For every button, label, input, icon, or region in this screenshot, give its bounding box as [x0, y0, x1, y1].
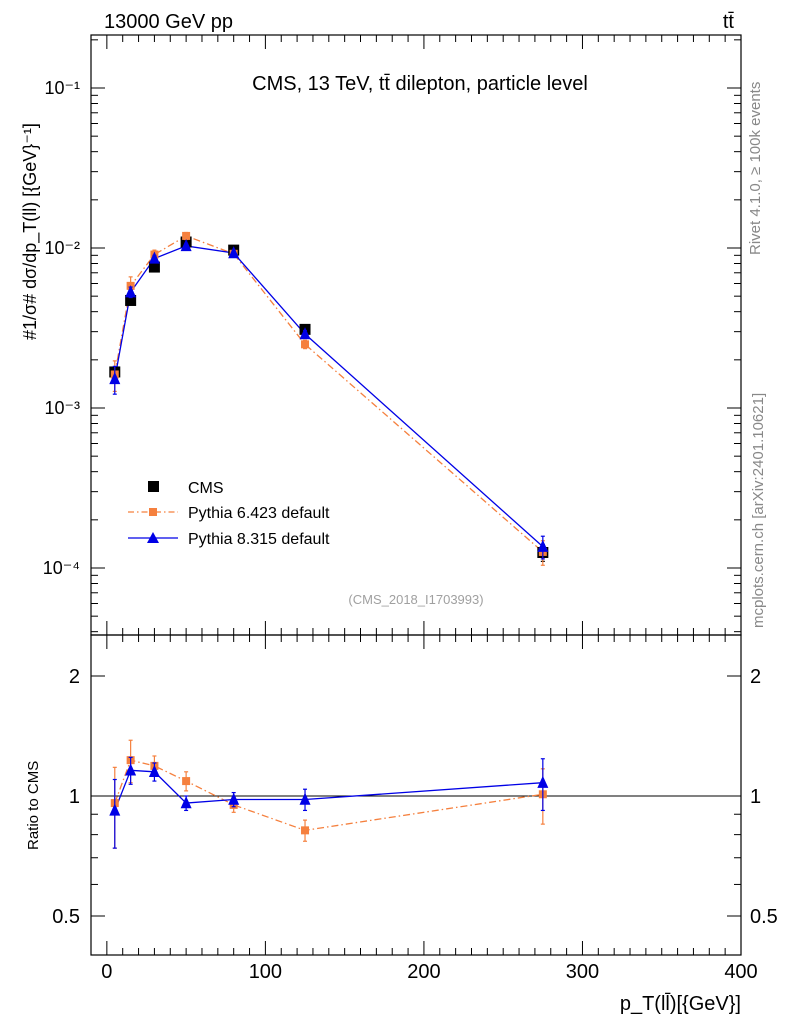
chart-title: CMS, 13 TeV, tt̄ dilepton, particle leve…: [252, 73, 588, 95]
ratio-point-pythia8: [228, 792, 240, 805]
ratio-y-tick-label: 2: [69, 666, 80, 688]
data-point-cms: [148, 261, 160, 273]
main-y-tick-labels: 10⁻⁴ 10⁻³ 10⁻² 10⁻¹: [43, 78, 80, 578]
ratio-plot-ticks: [90, 635, 742, 955]
ratio-y-tick-labels-right: 0.5 1 2: [750, 666, 778, 928]
ratio-point-pythia6: [301, 826, 310, 835]
data-point-pythia8: [148, 251, 160, 264]
data-point-pythia8: [109, 371, 121, 385]
y-tick-label: 10⁻³: [44, 398, 80, 418]
ratio-point-pythia8: [109, 803, 121, 816]
legend-marker-pythia8: [147, 532, 159, 543]
data-point-pythia8: [537, 539, 549, 552]
main-plot-ticks: [90, 35, 742, 635]
ratio-y-tick-label: 1: [69, 786, 80, 808]
ratio-point-pythia8: [125, 763, 137, 776]
ratio-plot-frame: [90, 634, 742, 956]
ratio-y-tick-label-right: 0.5: [750, 906, 778, 928]
analysis-watermark: (CMS_2018_I1703993): [348, 592, 483, 607]
legend-entry-pythia8: Pythia 8.315 default: [128, 531, 330, 548]
x-tick-labels: 0 100 200 300 400: [101, 961, 757, 983]
legend-entry-pythia6: Pythia 6.423 default: [128, 505, 330, 522]
data-point-pythia8: [299, 327, 311, 340]
y-tick-label: 10⁻⁴: [43, 558, 80, 578]
ratio-y-tick-label-right: 2: [750, 666, 761, 688]
legend-label-pythia6: Pythia 6.423 default: [188, 505, 330, 522]
energy-process-label: 13000 GeV pp: [104, 11, 233, 33]
mcplots-site-label: mcplots.cern.ch [arXiv:2401.10621]: [750, 393, 767, 628]
ratio-plot-series: [109, 739, 549, 849]
legend-entry-cms: CMS: [148, 480, 224, 497]
ratio-y-tick-label: 0.5: [52, 906, 80, 928]
main-plot-series: [109, 231, 549, 566]
process-tag-label: tt̄: [723, 11, 735, 33]
x-tick-label: 300: [566, 961, 599, 983]
ratio-point-pythia8: [299, 792, 311, 805]
legend-marker-pythia6: [149, 508, 157, 516]
legend: CMS Pythia 6.423 default Pythia 8.315 de…: [128, 480, 330, 548]
ratio-point-pythia8: [180, 796, 192, 809]
ratio-y-tick-label-right: 1: [750, 786, 761, 808]
data-point-pythia8: [125, 285, 137, 298]
ratio-point-pythia6: [182, 777, 191, 786]
series-line-pythia8: [114, 245, 544, 548]
ratio-plot-panel: 0.5 1 2 0.5 1 2 Ratio to CMS 0 100 200 3…: [25, 634, 778, 1015]
data-point-pythia8: [228, 246, 240, 259]
y-tick-label: 10⁻²: [44, 238, 80, 258]
y-tick-label: 10⁻¹: [44, 78, 80, 98]
ratio-point-pythia8: [537, 775, 549, 788]
main-plot-panel: CMS, 13 TeV, tt̄ dilepton, particle leve…: [20, 34, 742, 636]
ratio-y-tick-labels-left: 0.5 1 2: [52, 666, 80, 928]
main-y-axis-label: #1/σ# dσ/dp_T(ll) [{GeV}⁻¹]: [20, 123, 41, 340]
rivet-version-label: Rivet 4.1.0, ≥ 100k events: [747, 82, 764, 255]
data-point-pythia6: [301, 340, 310, 349]
legend-label-cms: CMS: [188, 480, 224, 497]
legend-label-pythia8: Pythia 8.315 default: [188, 531, 330, 548]
data-point-pythia8: [180, 239, 192, 252]
x-tick-label: 0: [101, 961, 112, 983]
x-tick-label: 100: [249, 961, 282, 983]
x-tick-label: 400: [724, 961, 757, 983]
data-point-cms: [125, 294, 137, 306]
data-point-pythia6: [182, 231, 191, 240]
x-tick-label: 200: [407, 961, 440, 983]
ratio-y-axis-label: Ratio to CMS: [25, 761, 42, 850]
x-axis-label: p_T(ll̄)[{GeV}]: [620, 992, 741, 1015]
legend-marker-cms: [148, 481, 159, 492]
ratio-point-pythia8: [148, 764, 160, 778]
